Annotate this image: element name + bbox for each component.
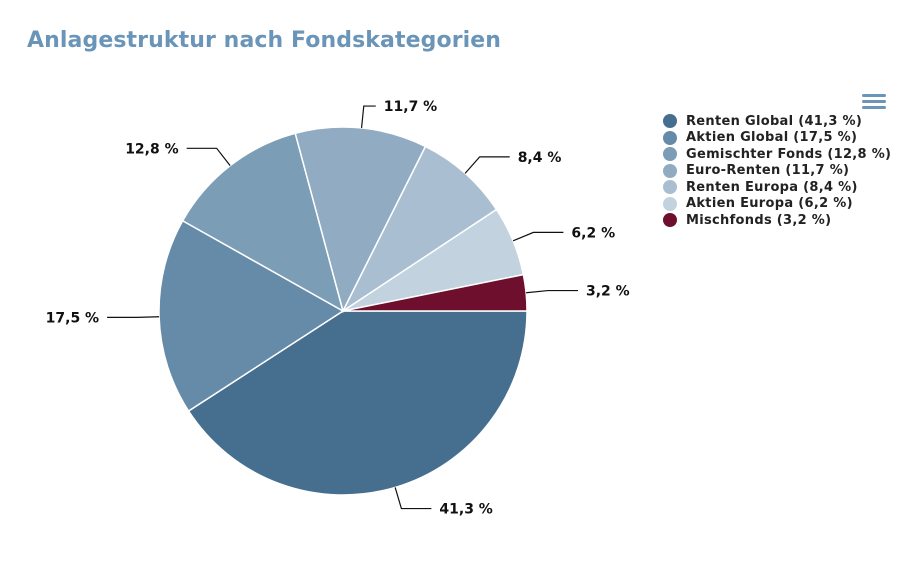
legend-marker <box>663 180 677 195</box>
legend-item[interactable]: Renten Europa (8,4 %) <box>663 179 891 196</box>
legend-label: Renten Global (41,3 %) <box>686 113 863 129</box>
legend-label: Gemischter Fonds (12,8 %) <box>686 146 892 162</box>
legend-marker <box>663 114 677 129</box>
data-label-connector <box>512 231 564 242</box>
legend: Renten Global (41,3 %) Aktien Global (17,… <box>663 113 891 229</box>
legend-marker <box>663 196 677 211</box>
legend-label: Aktien Global (17,5 %) <box>686 130 858 146</box>
data-label: 17,5 % <box>46 310 99 326</box>
pie-slice-renten-europa[interactable] <box>341 145 498 314</box>
data-label-connector <box>394 487 432 510</box>
legend-item[interactable]: Aktien Europa (6,2 %) <box>663 196 891 213</box>
legend-label: Aktien Europa (6,2 %) <box>686 196 853 212</box>
data-label: 11,7 % <box>384 99 437 115</box>
data-label-connector <box>360 105 376 128</box>
data-label-connector <box>526 289 578 294</box>
legend-marker <box>663 130 677 145</box>
pie-slice-mischfonds[interactable] <box>342 273 528 312</box>
data-label-connector <box>464 156 510 174</box>
data-label: 12,8 % <box>125 141 178 157</box>
data-label-connector <box>107 316 160 319</box>
legend-item[interactable]: Aktien Global (17,5 %) <box>663 130 891 147</box>
legend-marker <box>663 163 677 178</box>
legend-label: Euro-Renten (11,7 %) <box>686 163 850 179</box>
pie-slice-gemischter-fonds[interactable] <box>181 132 345 313</box>
data-label: 3,2 % <box>586 284 630 300</box>
legend-label: Renten Europa (8,4 %) <box>686 179 858 195</box>
legend-label: Mischfonds (3,2 %) <box>686 212 832 228</box>
legend-item[interactable]: Renten Global (41,3 %) <box>663 113 891 130</box>
legend-item[interactable]: Gemischter Fonds (12,8 %) <box>663 146 891 163</box>
legend-marker <box>663 147 677 162</box>
legend-marker <box>663 213 677 228</box>
legend-item[interactable]: Mischfonds (3,2 %) <box>663 212 891 229</box>
data-label-connector <box>186 147 231 167</box>
data-label: 41,3 % <box>439 502 492 518</box>
data-label: 6,2 % <box>571 225 615 241</box>
data-label: 8,4 % <box>518 150 562 166</box>
chart-title: Anlagestruktur nach Fondskategorien <box>27 28 502 53</box>
hamburger-menu-icon[interactable] <box>862 94 886 112</box>
legend-item[interactable]: Euro-Renten (11,7 %) <box>663 163 891 180</box>
